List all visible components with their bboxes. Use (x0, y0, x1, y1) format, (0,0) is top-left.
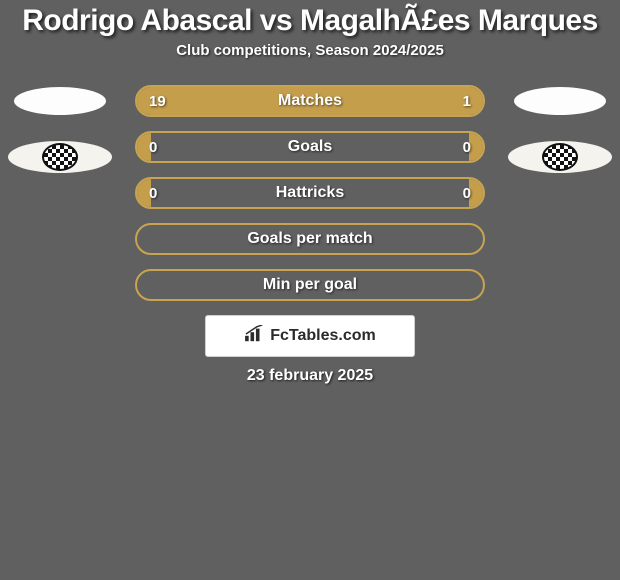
stat-label: Matches (278, 92, 342, 110)
date-label: 23 february 2025 (0, 367, 620, 385)
stat-value-right: 1 (463, 93, 471, 110)
player-b-team-badge (508, 141, 612, 173)
player-a-team-badge (8, 141, 112, 173)
stat-fill-right (469, 179, 483, 207)
comparison-container: Rodrigo Abascal vs MagalhÃ£es Marques Cl… (0, 0, 620, 440)
page-subtitle: Club competitions, Season 2024/2025 (0, 42, 620, 59)
player-a-avatar (14, 87, 106, 115)
stat-value-right: 0 (463, 139, 471, 156)
player-b-avatar (514, 87, 606, 115)
page-title: Rodrigo Abascal vs MagalhÃ£es Marques (0, 4, 620, 38)
right-player-col (510, 85, 610, 173)
stat-row: Hattricks 0 0 (135, 177, 485, 209)
left-player-col (10, 85, 110, 173)
stat-value-left: 0 (149, 185, 157, 202)
chart-icon (244, 325, 266, 348)
fctables-badge[interactable]: FcTables.com (205, 315, 415, 357)
stat-bars: Matches 19 1 Goals 0 0 Hattricks 0 0 Goals per ma… (135, 85, 485, 301)
stat-label: Min per goal (263, 276, 357, 294)
comparison-body: Matches 19 1 Goals 0 0 Hattricks 0 0 Goals per ma… (0, 85, 620, 301)
stat-value-right: 0 (463, 185, 471, 202)
stat-row: Min per goal (135, 269, 485, 301)
stat-label: Hattricks (276, 184, 344, 202)
stat-fill-left (137, 87, 400, 115)
stat-value-left: 19 (149, 93, 166, 110)
stat-label: Goals (288, 138, 332, 156)
stat-fill-right (469, 133, 483, 161)
stat-row: Goals 0 0 (135, 131, 485, 163)
stat-row: Goals per match (135, 223, 485, 255)
stat-label: Goals per match (247, 230, 372, 248)
fctables-label: FcTables.com (270, 327, 376, 345)
stat-value-left: 0 (149, 139, 157, 156)
stat-row: Matches 19 1 (135, 85, 485, 117)
